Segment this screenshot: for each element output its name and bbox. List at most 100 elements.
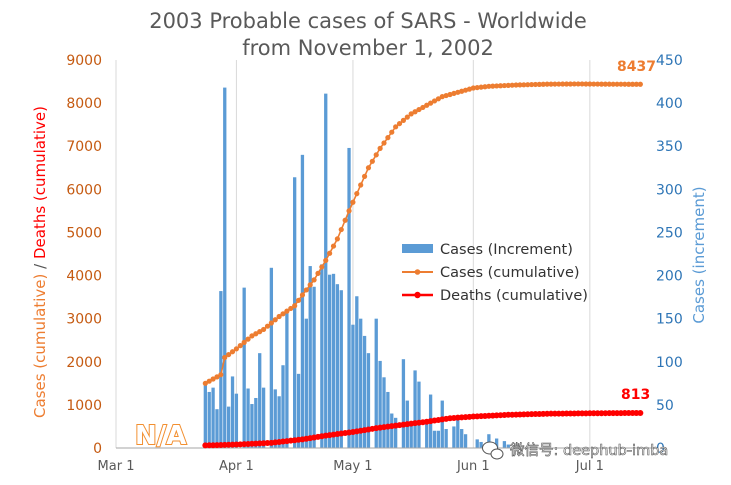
cases-cumulative-point [358, 182, 364, 188]
cases-cumulative-point [323, 257, 329, 264]
bar [487, 434, 491, 448]
cases-cumulative-point [241, 339, 247, 345]
cases-cumulative-point [218, 372, 224, 378]
bar [440, 400, 444, 448]
bar [261, 387, 266, 448]
bar [277, 396, 281, 448]
bar [331, 273, 336, 448]
cases-cumulative-point [354, 191, 360, 197]
cases-cumulative-point [610, 81, 616, 87]
cases-cumulative-point [408, 111, 414, 117]
line-series [202, 81, 644, 449]
cases-cumulative-point [377, 145, 383, 151]
cases-cumulative-point [260, 326, 267, 333]
legend: Cases (Increment) Cases (cumulative) Dea… [402, 242, 588, 304]
cases-cumulative-point [389, 129, 395, 135]
cases-cumulative-point [497, 83, 504, 89]
cases-cumulative-point [416, 106, 422, 113]
bar [254, 397, 258, 448]
bar [250, 404, 254, 448]
cases-cumulative-point [552, 81, 558, 87]
na-label: N/A [135, 421, 186, 451]
cases-cumulative-point [614, 81, 620, 87]
cases-cumulative-point [233, 346, 240, 352]
watermark: 微信号: deephub-imba [482, 441, 669, 460]
cases-cumulative-point [428, 100, 434, 106]
legend-marker-cases-cumulative [414, 269, 421, 275]
cases-cumulative-point [567, 81, 574, 87]
legend-label-deaths-cumulative: Deaths (cumulative) [440, 288, 588, 304]
cases-cumulative-point [598, 81, 605, 87]
cases-cumulative-point [494, 83, 500, 89]
bar [285, 312, 289, 448]
bar [351, 324, 355, 448]
left-tick-label: 2000 [66, 355, 102, 371]
bar [359, 318, 363, 448]
cases-cumulative-point [369, 158, 375, 164]
bar [246, 388, 250, 448]
cases-cumulative-point [629, 81, 636, 87]
cases-cumulative-point [548, 81, 554, 87]
bar [413, 370, 417, 448]
cases-cumulative-point [210, 376, 216, 382]
bar [378, 360, 382, 448]
left-axis-ticks: 0 1000 2000 3000 4000 5000 6000 7000 8000 9000 [66, 53, 102, 457]
right-tick-label: 150 [656, 312, 683, 328]
annotation-cases-total: 8437 [617, 59, 656, 75]
right-tick-label: 250 [656, 225, 683, 241]
cases-cumulative-point [272, 317, 278, 323]
bar [230, 376, 235, 448]
cases-cumulative-point [633, 81, 640, 87]
cases-cumulative-point [602, 81, 608, 87]
bar [258, 353, 262, 448]
bar [502, 441, 507, 448]
bar [242, 287, 246, 448]
left-axis-label-cases: Cases (cumulative) [31, 274, 49, 418]
cases-cumulative-point [424, 102, 430, 108]
cases-cumulative-point [214, 374, 220, 380]
cases-cumulative-point [237, 343, 243, 349]
x-tick-label: May 1 [333, 459, 372, 474]
bar-series-cases-increment [203, 87, 510, 449]
bar [506, 444, 510, 448]
bar [452, 426, 456, 448]
bar [463, 434, 468, 448]
right-axis-ticks: 0 50 100 150 200 250 300 350 400 450 [656, 53, 683, 457]
cases-cumulative-point [517, 82, 523, 88]
right-tick-label: 450 [656, 53, 683, 69]
cases-cumulative-point [505, 82, 511, 88]
bar [409, 422, 413, 448]
chart-title: 2003 Probable cases of SARS - Worldwide … [149, 9, 587, 60]
cases-cumulative-point [253, 331, 259, 337]
cases-cumulative-point [587, 81, 593, 87]
cases-cumulative-point [583, 81, 589, 87]
cases-cumulative-point [276, 313, 282, 320]
bar [355, 296, 359, 448]
legend-marker-deaths-cumulative [414, 291, 421, 299]
bar [269, 267, 274, 448]
x-axis-ticks: Mar 1 Apr 1 May 1 Jun 1 Jul 1 [98, 459, 604, 474]
x-tick-label: Jun 1 [456, 459, 490, 474]
cases-cumulative-point [292, 303, 298, 309]
bar [475, 439, 479, 448]
cases-cumulative-point [268, 320, 274, 326]
cases-cumulative-point [307, 282, 313, 288]
cases-cumulative-point [556, 81, 562, 87]
cases-cumulative-point [245, 336, 251, 342]
cases-cumulative-point [288, 305, 294, 312]
bar [436, 430, 441, 448]
bar [207, 391, 211, 448]
cases-cumulative-point [579, 81, 585, 87]
bar [320, 264, 324, 448]
left-tick-label: 9000 [66, 53, 102, 69]
bar [366, 353, 371, 448]
cases-cumulative-point [490, 83, 496, 89]
cases-cumulative-point [338, 226, 344, 233]
bar [479, 441, 483, 448]
cases-cumulative-point [222, 354, 228, 361]
legend-label-cases-increment: Cases (Increment) [440, 242, 573, 258]
x-tick-label: Mar 1 [98, 459, 135, 474]
left-tick-label: 0 [93, 441, 102, 457]
right-tick-label: 300 [656, 182, 683, 198]
